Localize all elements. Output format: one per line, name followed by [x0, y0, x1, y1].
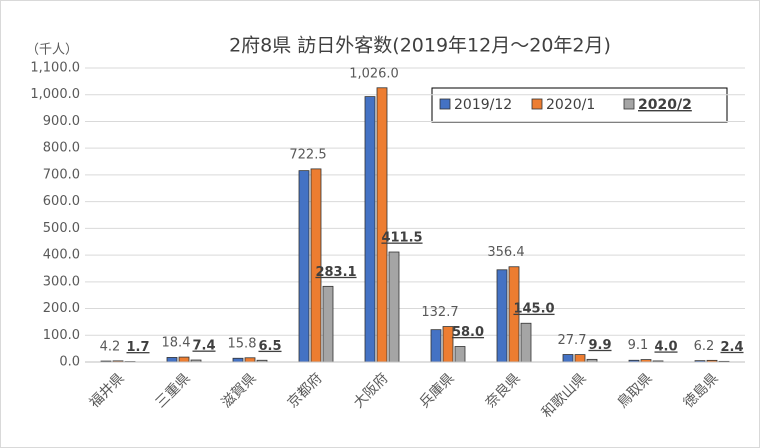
y-tick-label: 500.0	[43, 221, 80, 236]
value-label: 132.7	[421, 305, 458, 320]
bar	[364, 96, 376, 363]
y-tick-label: 400.0	[43, 248, 80, 263]
value-label-bold: 9.9	[588, 338, 611, 353]
legend-swatch	[439, 98, 451, 110]
value-label-bold: 283.1	[315, 265, 356, 280]
bar	[562, 354, 574, 363]
value-label-bold: 411.5	[381, 231, 422, 246]
value-label: 9.1	[628, 338, 649, 353]
bar	[520, 322, 532, 363]
legend-label: 2020/2	[638, 97, 692, 113]
y-tick-label: 0.0	[59, 355, 80, 370]
value-label: 18.4	[162, 336, 191, 351]
bar	[232, 357, 244, 363]
bar	[298, 170, 310, 363]
value-label-bold: 6.5	[258, 339, 281, 354]
bar	[178, 356, 190, 363]
value-label: 722.5	[289, 147, 326, 162]
value-label-bold: 2.4	[720, 340, 743, 355]
value-label-bold: 4.0	[654, 339, 677, 354]
y-tick-label: 600.0	[43, 194, 80, 209]
legend-swatch	[623, 98, 635, 110]
legend-swatch	[531, 98, 543, 110]
y-tick-label: 100.0	[43, 328, 80, 343]
value-label: 356.4	[487, 245, 524, 260]
bar	[496, 269, 508, 363]
bar	[574, 354, 586, 363]
y-tick-label: 300.0	[43, 274, 80, 289]
bar	[166, 357, 178, 363]
y-tick-label: 700.0	[43, 167, 80, 182]
value-label: 6.2	[694, 339, 715, 354]
value-label-bold: 1.7	[126, 340, 149, 355]
legend-box	[431, 87, 728, 123]
bar	[322, 285, 334, 363]
bar	[376, 87, 388, 363]
y-tick-label: 200.0	[43, 301, 80, 316]
bar	[388, 251, 400, 363]
chart-title: 2府8県 訪日外客数(2019年12月～20年2月)	[229, 35, 611, 57]
y-tick-label: 1,000.0	[30, 87, 80, 102]
value-label: 27.7	[558, 333, 587, 348]
y-tick-label: 800.0	[43, 141, 80, 156]
bar	[244, 357, 256, 363]
legend-label: 2020/1	[546, 97, 595, 113]
value-label: 1,026.0	[349, 66, 399, 81]
value-label: 4.2	[100, 339, 121, 354]
bar	[454, 346, 466, 363]
legend-label: 2019/12	[454, 97, 512, 113]
value-label-bold: 145.0	[513, 302, 554, 317]
bar	[430, 329, 442, 363]
value-label-bold: 7.4	[192, 339, 215, 354]
value-label-bold: 58.0	[452, 325, 484, 340]
y-tick-label: 1,100.0	[30, 61, 80, 76]
y-tick-label: 900.0	[43, 114, 80, 129]
y-axis-label: （千人）	[26, 43, 78, 58]
value-label: 15.8	[228, 336, 257, 351]
